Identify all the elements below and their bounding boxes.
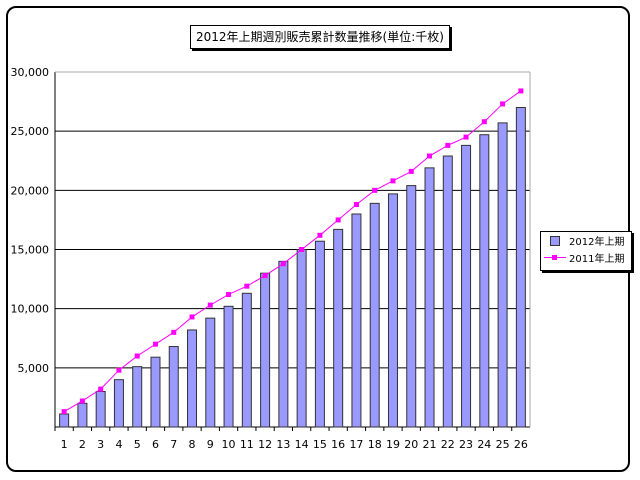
chart-title: 2012年上期週別販売累計数量推移(単位:千枚) bbox=[190, 25, 450, 49]
x-tick-label: 21 bbox=[423, 438, 437, 451]
line-marker bbox=[299, 247, 305, 252]
y-tick-label: 30,000 bbox=[11, 66, 50, 79]
bar bbox=[150, 356, 161, 428]
legend: 2012年上期 2011年上期 bbox=[540, 231, 632, 271]
line-marker bbox=[500, 101, 506, 107]
x-tick-label: 14 bbox=[295, 438, 309, 451]
bar bbox=[442, 155, 453, 428]
y-tick-label: 5,000 bbox=[18, 362, 50, 375]
bar bbox=[424, 167, 435, 428]
y-tick-label: 15,000 bbox=[11, 244, 50, 257]
bar bbox=[205, 317, 216, 428]
x-tick-label: 23 bbox=[459, 438, 473, 451]
x-tick-label: 12 bbox=[258, 438, 272, 451]
line-marker bbox=[390, 178, 396, 184]
line-marker bbox=[372, 187, 378, 193]
x-tick-label: 20 bbox=[404, 438, 418, 451]
x-tick-label: 2 bbox=[79, 438, 86, 451]
x-tick-label: 4 bbox=[115, 438, 122, 451]
line-marker bbox=[262, 273, 268, 279]
bar bbox=[333, 228, 344, 428]
legend-item-2012: 2012年上期 bbox=[541, 232, 631, 249]
x-tick-label: 24 bbox=[477, 438, 491, 451]
bar bbox=[260, 272, 271, 428]
bar bbox=[278, 260, 289, 428]
line-marker bbox=[427, 153, 433, 159]
x-tick-label: 7 bbox=[170, 438, 177, 451]
bar bbox=[515, 107, 526, 428]
y-tick-label: 20,000 bbox=[11, 184, 50, 197]
line-marker bbox=[353, 202, 359, 208]
x-tick-label: 13 bbox=[276, 438, 290, 451]
bar bbox=[59, 413, 70, 428]
bar bbox=[168, 346, 179, 428]
bar bbox=[77, 402, 88, 428]
bar bbox=[387, 193, 398, 428]
x-tick-label: 17 bbox=[349, 438, 363, 451]
bar bbox=[95, 391, 106, 428]
y-tick-label: 25,000 bbox=[11, 125, 50, 138]
bar bbox=[187, 329, 198, 428]
line-marker bbox=[518, 88, 524, 94]
x-tick-label: 9 bbox=[207, 438, 214, 451]
line-marker bbox=[317, 232, 323, 238]
series-line-2011 bbox=[63, 90, 522, 413]
line-marker bbox=[79, 398, 85, 404]
bar bbox=[314, 240, 325, 428]
bar bbox=[497, 122, 508, 428]
line-marker bbox=[244, 283, 250, 289]
line-marker bbox=[116, 367, 122, 373]
bar bbox=[113, 379, 124, 428]
line-marker bbox=[481, 119, 487, 125]
x-tick-label: 16 bbox=[331, 438, 345, 451]
legend-bar-swatch bbox=[550, 235, 560, 246]
bar bbox=[479, 134, 490, 428]
line-marker bbox=[171, 329, 177, 335]
line-marker bbox=[408, 168, 414, 174]
y-tick-label: 10,000 bbox=[11, 303, 50, 316]
x-tick-label: 15 bbox=[313, 438, 327, 451]
x-tick-label: 10 bbox=[222, 438, 236, 451]
line-marker bbox=[61, 409, 67, 415]
x-tick-label: 1 bbox=[61, 438, 68, 451]
x-tick-label: 18 bbox=[368, 438, 382, 451]
bar bbox=[132, 366, 143, 428]
x-tick-label: 8 bbox=[189, 438, 196, 451]
line-marker bbox=[98, 386, 104, 392]
x-tick-label: 6 bbox=[152, 438, 159, 451]
bar bbox=[406, 185, 417, 428]
x-tick-label: 26 bbox=[514, 438, 528, 451]
bar bbox=[351, 213, 362, 428]
legend-item-2011: 2011年上期 bbox=[541, 249, 631, 266]
line-marker bbox=[134, 353, 140, 359]
legend-label: 2012年上期 bbox=[569, 237, 625, 248]
bar bbox=[461, 144, 472, 428]
line-marker bbox=[335, 217, 341, 223]
bar bbox=[296, 249, 307, 428]
x-tick-label: 11 bbox=[240, 438, 254, 451]
line-marker bbox=[152, 341, 158, 347]
bar bbox=[223, 305, 234, 428]
x-tick-label: 5 bbox=[134, 438, 141, 451]
line-marker bbox=[207, 302, 213, 308]
bar bbox=[241, 292, 252, 428]
x-tick-label: 19 bbox=[386, 438, 400, 451]
line-marker bbox=[226, 291, 232, 297]
x-tick-label: 25 bbox=[496, 438, 510, 451]
line-marker bbox=[445, 142, 451, 148]
line-marker bbox=[189, 314, 195, 320]
x-tick-label: 3 bbox=[97, 438, 104, 451]
line-marker bbox=[463, 134, 469, 140]
bar bbox=[369, 202, 380, 428]
legend-line-swatch bbox=[544, 253, 566, 263]
line-marker bbox=[280, 261, 286, 267]
x-tick-label: 22 bbox=[441, 438, 455, 451]
legend-label: 2011年上期 bbox=[569, 254, 625, 265]
